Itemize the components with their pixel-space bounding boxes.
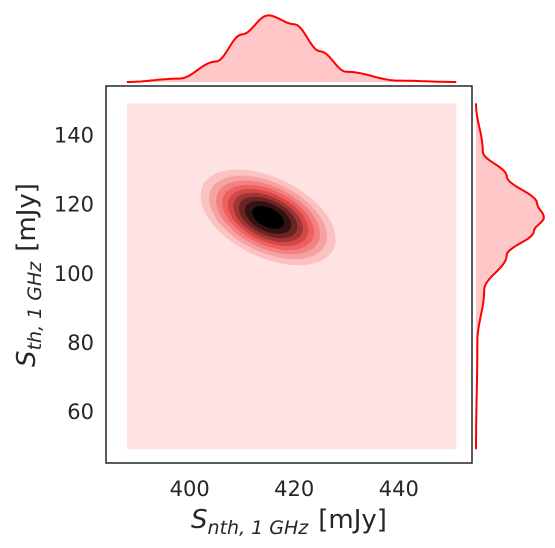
y-tick-label: 80 <box>67 331 94 355</box>
kde-level-0 <box>126 103 457 450</box>
y-tick-label: 60 <box>67 400 94 424</box>
y-tick-label: 120 <box>54 193 94 217</box>
y-marginal-fill <box>476 103 544 450</box>
y-tick-label: 140 <box>54 123 94 147</box>
x-tick-label: 440 <box>379 477 419 501</box>
x-tick-label: 420 <box>274 477 314 501</box>
x-marginal-line <box>126 14 457 83</box>
y-tick-label: 100 <box>54 262 94 286</box>
x-tick-label: 400 <box>170 477 210 501</box>
y-tick-labels: 60 80 100 120 140 <box>54 123 94 424</box>
y-marginal-kde <box>475 103 545 450</box>
joint-axes-frame <box>105 85 473 464</box>
x-marginal-fill <box>126 15 457 82</box>
x-marginal-kde <box>126 14 457 83</box>
x-tick-labels: 400 420 440 <box>170 477 419 501</box>
y-axis-label: Sth, 1 GHz[mJy] <box>12 183 46 367</box>
joint-kde-contours <box>126 103 457 450</box>
kde-contour-level <box>252 206 285 229</box>
y-marginal-line <box>475 103 545 450</box>
x-axis-label: Snth, 1 GHz [mJy] <box>191 505 387 539</box>
